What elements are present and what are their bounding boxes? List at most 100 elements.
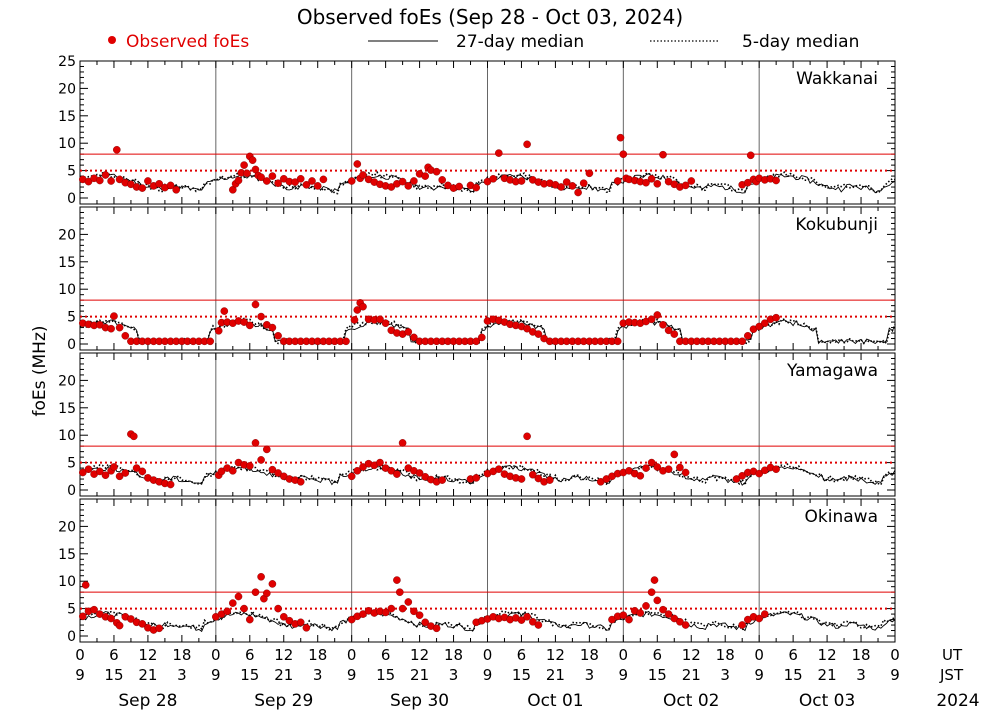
observed-point [115, 323, 124, 332]
observed-point [395, 588, 404, 597]
station-panels: 0 5 10 15 20 25 Wakkanai 0 5 10 15 20 Kokubunji 0 5 10 1… [58, 54, 896, 645]
observed-point [113, 145, 121, 154]
observed-point [523, 432, 531, 441]
observed-point [529, 470, 537, 479]
observed-point [432, 624, 441, 633]
observed-point [313, 182, 322, 190]
y-tick-label: 0 [67, 483, 76, 499]
observed-point [738, 337, 747, 346]
observed-point [415, 469, 424, 477]
y-tick-label: 0 [67, 337, 76, 353]
observed-point [523, 140, 531, 149]
observed-point [285, 616, 294, 625]
observed-point [650, 576, 659, 584]
ut-tick-label: 6 [381, 646, 391, 664]
observed-point [262, 445, 271, 454]
observed-point [240, 604, 248, 613]
observed-point [608, 615, 616, 624]
observed-point [251, 439, 260, 447]
observed-point [127, 615, 135, 623]
observed-point [214, 326, 223, 335]
observed-point [84, 465, 93, 474]
ut-tick-label: 6 [517, 646, 527, 664]
observed-point [410, 607, 418, 616]
ut-tick-label: 12 [274, 646, 293, 664]
observed-point [616, 133, 625, 142]
observed-point [494, 465, 503, 474]
observed-point [755, 322, 764, 331]
observed-point [653, 179, 662, 188]
ut-tick-label: 0 [211, 646, 221, 664]
observed-point [206, 337, 214, 346]
station-name: Kokubunji [795, 215, 878, 235]
jst-tick-label: 3 [720, 666, 730, 684]
jst-tick-label: 21 [818, 666, 837, 684]
observed-point [670, 330, 679, 338]
observed-point [268, 323, 277, 332]
observed-point [546, 476, 554, 484]
observed-point [115, 175, 124, 184]
observed-point [681, 181, 690, 190]
observed-point [257, 456, 265, 464]
y-tick-label: 10 [58, 282, 76, 298]
jst-axis-label: JST [939, 666, 964, 684]
observed-point [240, 318, 248, 326]
observed-point [262, 589, 271, 598]
observed-point [217, 467, 226, 476]
observed-point [568, 182, 577, 190]
ut-tick-label: 12 [682, 646, 701, 664]
observed-point [101, 171, 110, 179]
observed-point [107, 324, 115, 333]
observed-point [243, 169, 251, 178]
panel-okinawa: 0 5 10 15 20 Okinawa [58, 498, 896, 645]
y-tick-label: 20 [58, 519, 76, 535]
observed-point [647, 174, 656, 183]
observed-point [517, 177, 526, 185]
observed-point [110, 463, 118, 471]
ut-tick-label: 12 [410, 646, 429, 664]
panel-wakkanai: 0 5 10 15 20 25 Wakkanai [58, 54, 896, 207]
observed-point [421, 618, 430, 627]
legend-observed-marker [108, 36, 116, 44]
observed-point [494, 149, 503, 157]
observed-point [166, 480, 175, 489]
observed-point [681, 621, 690, 629]
jst-tick-label: 3 [856, 666, 866, 684]
jst-tick-label: 3 [177, 666, 187, 684]
y-tick-label: 5 [67, 310, 76, 326]
day-label: Oct 03 [799, 691, 855, 711]
observed-point [625, 615, 633, 624]
observed-point [353, 306, 362, 314]
observed-point [636, 609, 645, 617]
observed-point [732, 475, 741, 483]
observed-point [613, 337, 622, 346]
observed-point [744, 331, 752, 340]
observed-point [676, 463, 684, 472]
observed-point [472, 183, 481, 192]
ut-tick-label: 12 [818, 646, 837, 664]
observed-point [421, 172, 430, 180]
observed-point [138, 467, 147, 476]
observed-point [81, 581, 90, 589]
observed-point [121, 331, 130, 340]
y-tick-label: 20 [58, 81, 76, 97]
median-5day-line [79, 170, 896, 195]
observed-point [517, 475, 526, 483]
observed-point [262, 177, 271, 185]
observed-point [274, 179, 282, 187]
observed-point [387, 466, 396, 475]
y-tick-label: 10 [58, 136, 76, 152]
jst-tick-label: 21 [138, 666, 157, 684]
observed-point [359, 610, 367, 618]
observed-point [79, 612, 87, 621]
station-name: Yamagawa [786, 361, 878, 381]
observed-point [359, 302, 367, 311]
observed-point [393, 576, 401, 584]
observed-point [251, 300, 260, 309]
jst-tick-label: 15 [240, 666, 259, 684]
ut-tick-label: 6 [788, 646, 798, 664]
observed-point [347, 177, 356, 185]
observed-point [268, 172, 277, 180]
legend-median27-label: 27-day median [456, 32, 584, 52]
observed-point [248, 156, 257, 164]
